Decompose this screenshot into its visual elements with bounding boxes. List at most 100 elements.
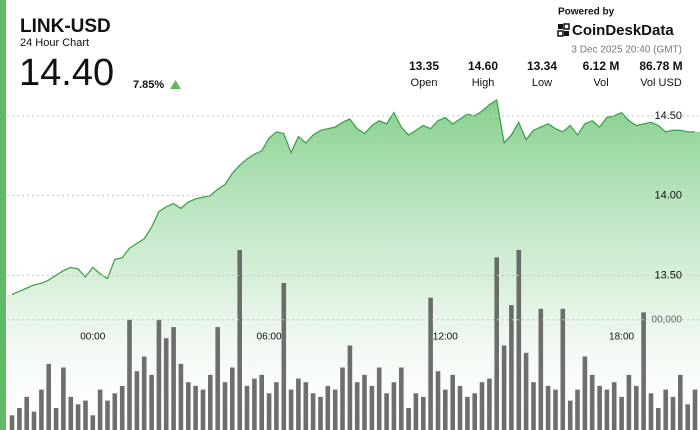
volume-bar [193,385,198,430]
volume-bar [413,393,419,430]
y2-tick-label: 00,000 [651,314,682,325]
y-tick-label: 13.50 [654,269,682,281]
volume-bar [487,378,492,430]
volume-bar [354,382,360,430]
up-arrow [170,80,181,89]
volume-bar [523,352,529,430]
volume-bar [83,400,88,430]
x-tick-label: 18:00 [609,332,634,343]
powered-by: Powered by [558,7,615,18]
volume-bar [53,408,59,430]
volume-bar [296,378,301,430]
volume-bar [127,319,132,430]
current-price: 14.40 [19,52,114,94]
volume-bar [641,312,646,430]
volume-bar [575,389,580,430]
volume-bar [17,408,22,430]
volume-bar [340,367,345,430]
ticker-title: LINK-USD [20,16,111,37]
volume-bar [678,374,683,430]
volume-bar [46,363,51,430]
stat-label: High [472,77,495,89]
volume-bar [274,382,279,430]
volume-bar [215,327,220,430]
volume-bar [656,408,661,430]
volume-bar [391,382,397,430]
change-percent: 7.85% [133,79,164,91]
volume-bar [347,345,353,430]
volume-bar [567,400,573,430]
volume-bar [332,389,338,430]
volume-bar [259,374,264,430]
volume-bar [553,389,558,430]
volume-bar [325,385,331,430]
volume-bar [149,374,154,430]
volume-bar [443,389,448,430]
volume-bar [369,385,375,430]
volume-bar [611,382,617,430]
x-tick-label: 06:00 [257,332,282,343]
volume-bar [406,408,411,430]
volume-bar [472,393,477,430]
accent-stripe [0,0,6,430]
volume-bar [252,378,257,430]
volume-bar [244,385,250,430]
volume-bar [90,415,96,430]
timestamp: 3 Dec 2025 20:40 (GMT) [571,45,682,56]
axis-layer: 13.50 14.00 14.50 00,000 00:00 06:00 12:00 18:0… [7,110,700,343]
volume-bar [545,385,551,430]
volume-bar [582,356,588,430]
volume-bar [61,367,66,430]
volume-bar [589,374,595,430]
stat-label: Vol USD [640,77,682,89]
stats-bar: 13.35 Open 14.60 High 13.34 Low 6.12 M Vol 86.78… [409,59,683,89]
subtitle: 24 Hour Chart [20,37,89,49]
volume-bar [112,393,118,430]
volume-bar [450,374,455,430]
volume-bar [457,385,463,430]
volume-bar [134,371,140,430]
volume-bar [479,382,485,430]
volume-bar [604,389,610,430]
volume-bar [509,305,514,430]
volume-bar [501,345,507,430]
volume-bar [494,257,499,430]
stat-value: 6.12 M [583,59,620,73]
volume-bar [362,374,367,430]
volume-bar [9,415,15,430]
volume-bar [626,374,632,430]
volume-bar [435,371,441,430]
volume-bar [538,308,544,430]
volume-bar [266,393,272,430]
volume-bar [560,308,566,430]
volume-bar [119,385,125,430]
volume-bar [105,400,110,430]
volume-bar [24,396,29,430]
series-layer [7,98,700,430]
volume-bar [75,404,81,430]
volume-bar [597,385,602,430]
volume-bar [156,319,162,430]
volume-bar [288,389,294,430]
volume-bar [186,382,191,430]
volume-bar [200,389,206,430]
volume-bar [376,367,382,430]
volume-bar [281,283,287,430]
y-tick-label: 14.00 [654,190,682,202]
volume-bar [171,327,176,430]
volume-bar [648,393,654,430]
price-area [7,100,700,430]
volume-bar [465,396,470,430]
volume-bar [310,393,316,430]
volume-bar [531,382,536,430]
plot-area: 13.50 14.00 14.50 00,000 00:00 06:00 12:00 18:0… [7,98,700,430]
volume-bar [31,411,37,430]
stat-value: 13.35 [409,59,439,73]
y-tick-label: 14.50 [654,110,682,122]
volume-bar [516,250,522,430]
volume-bar [39,389,44,430]
volume-bar [222,382,228,430]
stat-label: Low [532,77,552,89]
volume-bar [399,367,404,430]
